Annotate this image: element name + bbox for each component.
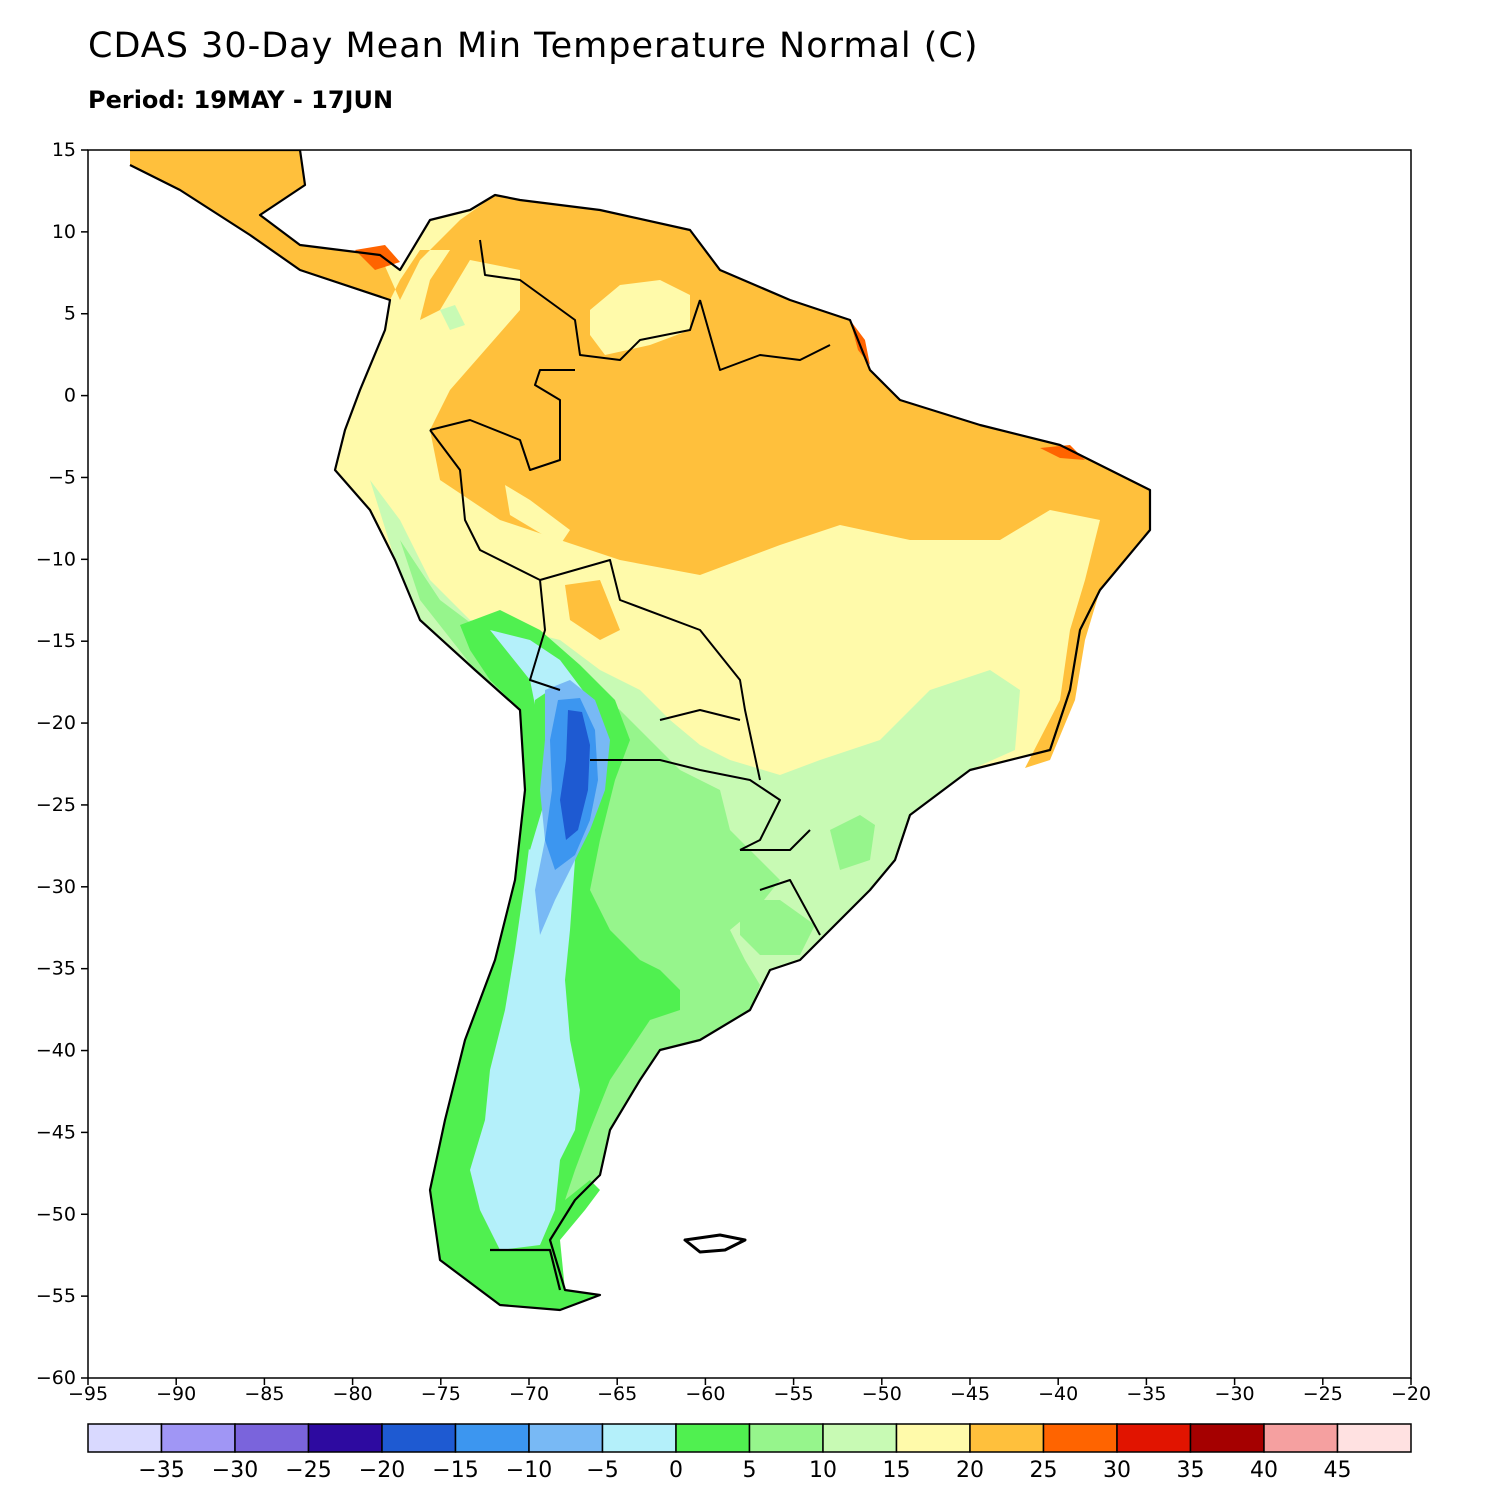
colorbar-label: 15 — [883, 1458, 911, 1483]
x-tick-label: −55 — [774, 1383, 814, 1405]
y-tick-label: 0 — [64, 385, 76, 407]
colorbar-label: 5 — [743, 1458, 757, 1483]
colorbar-label: −35 — [138, 1458, 184, 1483]
contour-25-30-ne — [1040, 445, 1085, 460]
contour-20-25 — [130, 150, 1150, 768]
colorbar-swatch — [822, 1423, 898, 1453]
colorbar-label: −25 — [285, 1458, 331, 1483]
colorbar-swatch — [1336, 1423, 1412, 1453]
colorbar-label: −10 — [506, 1458, 552, 1483]
colorbar-swatch — [381, 1423, 457, 1453]
contour-20-25-patch — [565, 580, 620, 640]
colorbar-label: −30 — [212, 1458, 258, 1483]
x-tick-label: −50 — [862, 1383, 902, 1405]
colorbar-swatch — [969, 1423, 1045, 1453]
colorbar-label: −20 — [359, 1458, 405, 1483]
period-subtitle: Period: 19MAY - 17JUN — [88, 86, 394, 114]
x-tick-label: −40 — [1038, 1383, 1078, 1405]
y-tick-label: −10 — [36, 548, 76, 570]
colorbar-swatch — [895, 1423, 971, 1453]
colorbar-swatch — [1042, 1423, 1118, 1453]
colorbar-swatch — [1116, 1423, 1192, 1453]
colorbar-label: −15 — [432, 1458, 478, 1483]
colorbar-label: −5 — [586, 1458, 618, 1483]
x-tick-label: −85 — [244, 1383, 284, 1405]
x-tick-label: −65 — [597, 1383, 637, 1405]
colorbar-swatch — [528, 1423, 604, 1453]
y-tick-label: −40 — [36, 1040, 76, 1062]
y-tick-label: −45 — [36, 1121, 76, 1143]
contour-fields — [130, 150, 1150, 1310]
x-tick-label: −75 — [421, 1383, 461, 1405]
y-tick-label: 10 — [52, 221, 76, 243]
colorbar-swatch — [87, 1423, 163, 1453]
border-lines — [429, 239, 831, 936]
colorbar-swatch — [1263, 1423, 1339, 1453]
colorbar-swatch — [1189, 1423, 1265, 1453]
coastline — [129, 150, 1152, 1312]
contour-5-10-patch — [830, 815, 875, 870]
colorbar-label: 25 — [1030, 1458, 1058, 1483]
plot-frame — [87, 149, 1412, 1379]
colorbar-label: 0 — [669, 1458, 683, 1483]
colorbar-swatch — [748, 1423, 824, 1453]
y-axis: 15 10 5 0 −5 −10 −15 −20 −25 −30 −35 −40 −45 −50 −55 −6… — [36, 139, 88, 1389]
y-tick-label: −30 — [36, 876, 76, 898]
y-tick-label: −5 — [48, 466, 76, 488]
y-tick-label: −60 — [36, 1367, 76, 1389]
y-tick-label: −35 — [36, 958, 76, 980]
x-tick-label: −90 — [156, 1383, 196, 1405]
x-tick-label: −70 — [509, 1383, 549, 1405]
colorbar-swatch — [307, 1423, 383, 1453]
contour-5-10-uruguay — [740, 900, 815, 955]
colorbar: −35 −30 −25 −20 −15 −10 −5 0 5 10 15 20 25 30 35 40 45 — [87, 1423, 1412, 1483]
x-tick-label: −20 — [1391, 1383, 1431, 1405]
x-tick-label: −30 — [1215, 1383, 1255, 1405]
y-tick-label: −55 — [36, 1285, 76, 1307]
chart-title: CDAS 30-Day Mean Min Temperature Normal … — [88, 26, 979, 66]
colorbar-swatch — [234, 1423, 310, 1453]
x-tick-label: −60 — [685, 1383, 725, 1405]
x-tick-label: −35 — [1126, 1383, 1166, 1405]
y-tick-label: −20 — [36, 712, 76, 734]
colorbar-swatch — [454, 1423, 530, 1453]
colorbar-label: 40 — [1250, 1458, 1278, 1483]
colorbar-swatch — [675, 1423, 751, 1453]
x-tick-label: −25 — [1303, 1383, 1343, 1405]
contour-25-30-panama — [355, 245, 400, 270]
colorbar-label: 35 — [1177, 1458, 1205, 1483]
tierra-del-fuego — [490, 1248, 562, 1291]
colorbar-swatch — [160, 1423, 236, 1453]
y-tick-label: −25 — [36, 794, 76, 816]
coastlines-borders — [129, 150, 1152, 1312]
contour-15-20-patch-guiana — [590, 280, 690, 355]
contour-10-15-north — [440, 305, 465, 330]
y-tick-label: 15 — [52, 139, 76, 161]
contour-15-20-patch-andes — [505, 485, 570, 545]
contour-minus20-minus15 — [560, 710, 590, 840]
x-tick-label: −95 — [68, 1383, 108, 1405]
colorbar-label: 45 — [1324, 1458, 1352, 1483]
x-axis: −95 −90 −85 −80 −75 −70 −65 −60 −55 −50 −45 −40 −35 −… — [68, 1378, 1431, 1405]
y-tick-label: −50 — [36, 1203, 76, 1225]
colorbar-label: 30 — [1103, 1458, 1131, 1483]
y-tick-label: 5 — [64, 303, 76, 325]
x-tick-label: −45 — [950, 1383, 990, 1405]
colorbar-label: 20 — [956, 1458, 984, 1483]
y-tick-label: −15 — [36, 630, 76, 652]
colorbar-label: 10 — [809, 1458, 837, 1483]
colorbar-swatch — [601, 1423, 677, 1453]
x-tick-label: −80 — [333, 1383, 373, 1405]
falkland-islands — [683, 1233, 747, 1254]
